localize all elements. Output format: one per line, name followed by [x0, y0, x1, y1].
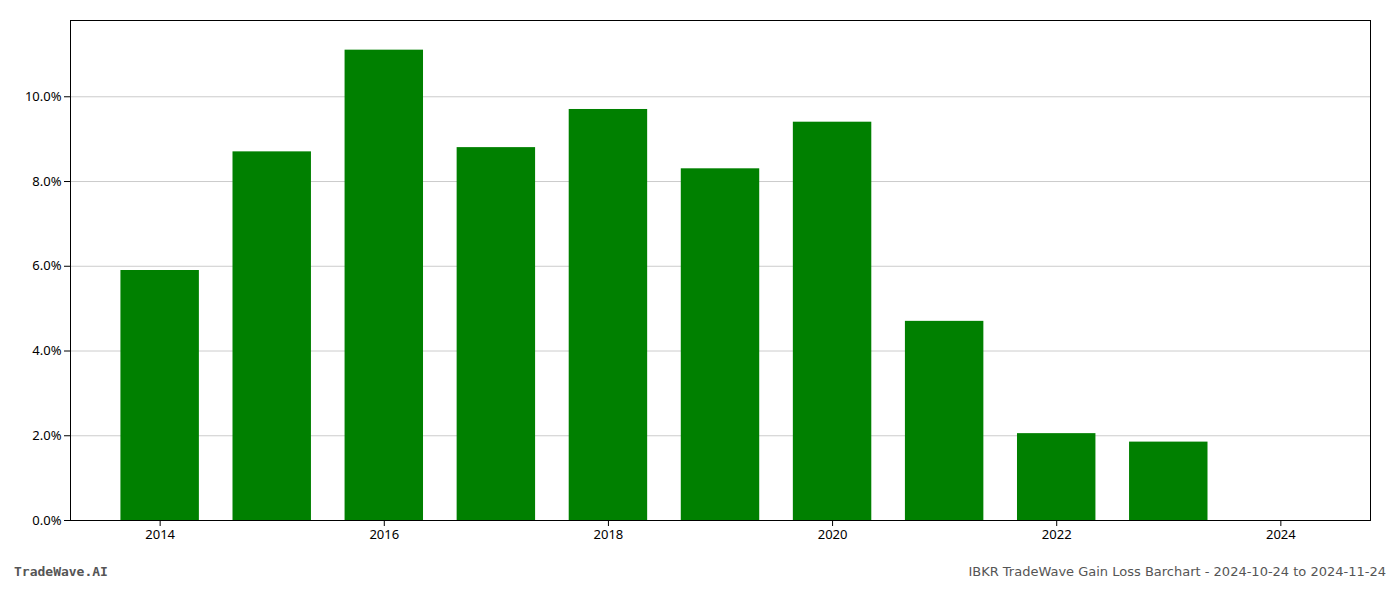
html-text:IBKR TradeWave Gain Loss Barch: IBKR TradeWave Gain Loss Barchart - 2024…: [968, 564, 1386, 579]
svg-text:2020: 2020: [818, 525, 848, 543]
svg-text:2016: 2016: [369, 525, 399, 543]
svg-text:2018: 2018: [594, 525, 624, 543]
html-text:TradeWave.AI: TradeWave.AI: [14, 564, 108, 579]
svg-text:0.0%: 0.0%: [32, 511, 61, 529]
svg-text:2022: 2022: [1042, 525, 1072, 543]
svg-text:6.0%: 6.0%: [32, 256, 61, 274]
svg-text:4.0%: 4.0%: [32, 341, 61, 359]
svg-text:8.0%: 8.0%: [32, 172, 61, 190]
svg-text:2024: 2024: [1266, 525, 1296, 543]
svg-text:2.0%: 2.0%: [32, 426, 61, 444]
svg-text:2014: 2014: [145, 525, 175, 543]
svg-text:10.0%: 10.0%: [25, 87, 62, 105]
